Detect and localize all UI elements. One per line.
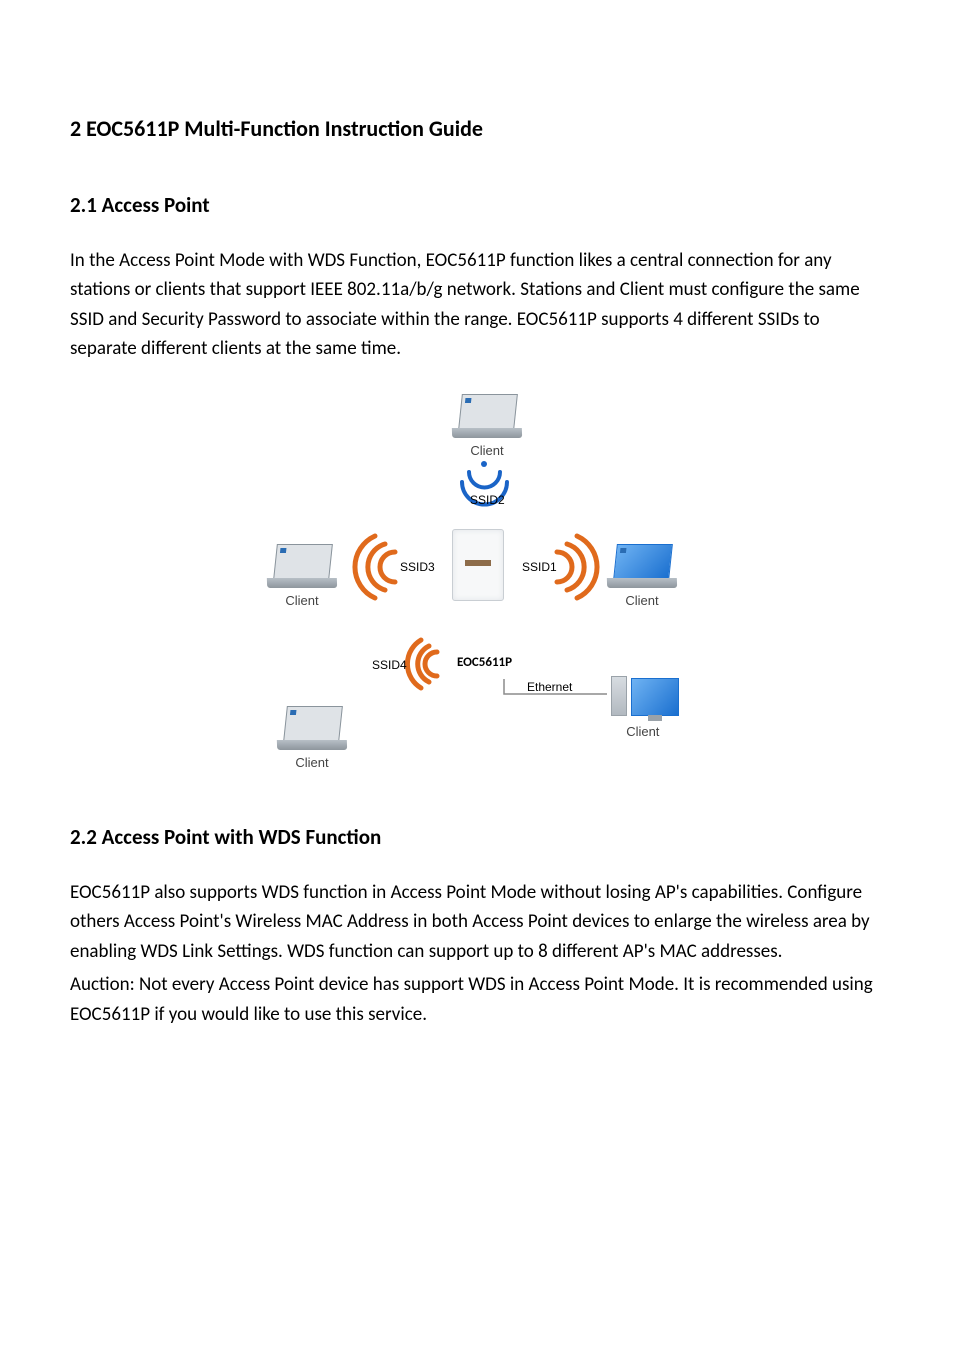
ssid1-label: SSID1: [522, 560, 557, 574]
pc-tower-icon: [611, 676, 627, 716]
section-2-2-heading: 2.2 Access Point with WDS Function: [70, 824, 884, 850]
client-right: Client: [607, 544, 677, 608]
section-2-2-body-2: Auction: Not every Access Point device h…: [70, 970, 884, 1029]
ethernet-label: Ethernet: [527, 680, 573, 694]
document-page: 2 EOC5611P Multi-Function Instruction Gu…: [0, 0, 954, 1351]
pc-monitor-icon: [631, 678, 679, 716]
client-label: Client: [277, 755, 347, 770]
client-bottom-left: Client: [277, 706, 347, 770]
laptop-icon: [452, 394, 522, 438]
ap-device-icon: [452, 529, 504, 601]
ssid1-arcs: [557, 536, 597, 598]
laptop-icon: [277, 706, 347, 750]
ssid4-arcs: [407, 640, 437, 688]
client-label: Client: [452, 443, 522, 458]
client-left: Client: [267, 544, 337, 608]
section-2-1-heading: 2.1 Access Point: [70, 192, 884, 218]
section-2-2-body-1: EOC5611P also supports WDS function in A…: [70, 878, 884, 966]
section-2-1-body: In the Access Point Mode with WDS Functi…: [70, 246, 884, 364]
ssid3-label: SSID3: [400, 560, 435, 574]
client-top: Client: [452, 394, 522, 458]
chapter-title: 2 EOC5611P Multi-Function Instruction Gu…: [70, 115, 884, 142]
laptop-icon: [267, 544, 337, 588]
ap-device-node: [452, 529, 504, 606]
client-bottom-right: Client: [607, 676, 679, 739]
client-label: Client: [607, 593, 677, 608]
ssid3-arcs: [355, 536, 395, 598]
client-label: Client: [267, 593, 337, 608]
ssid2-label: SSID2: [470, 493, 505, 507]
ap-label-node: EOC5611P: [457, 652, 512, 671]
ap-label: EOC5611P: [457, 655, 512, 670]
access-point-topology-diagram: SSID2 SSID1 SSID3 SSID4: [267, 394, 687, 774]
laptop-icon: [607, 544, 677, 588]
client-label: Client: [607, 724, 679, 739]
ssid4-label: SSID4: [372, 658, 407, 672]
